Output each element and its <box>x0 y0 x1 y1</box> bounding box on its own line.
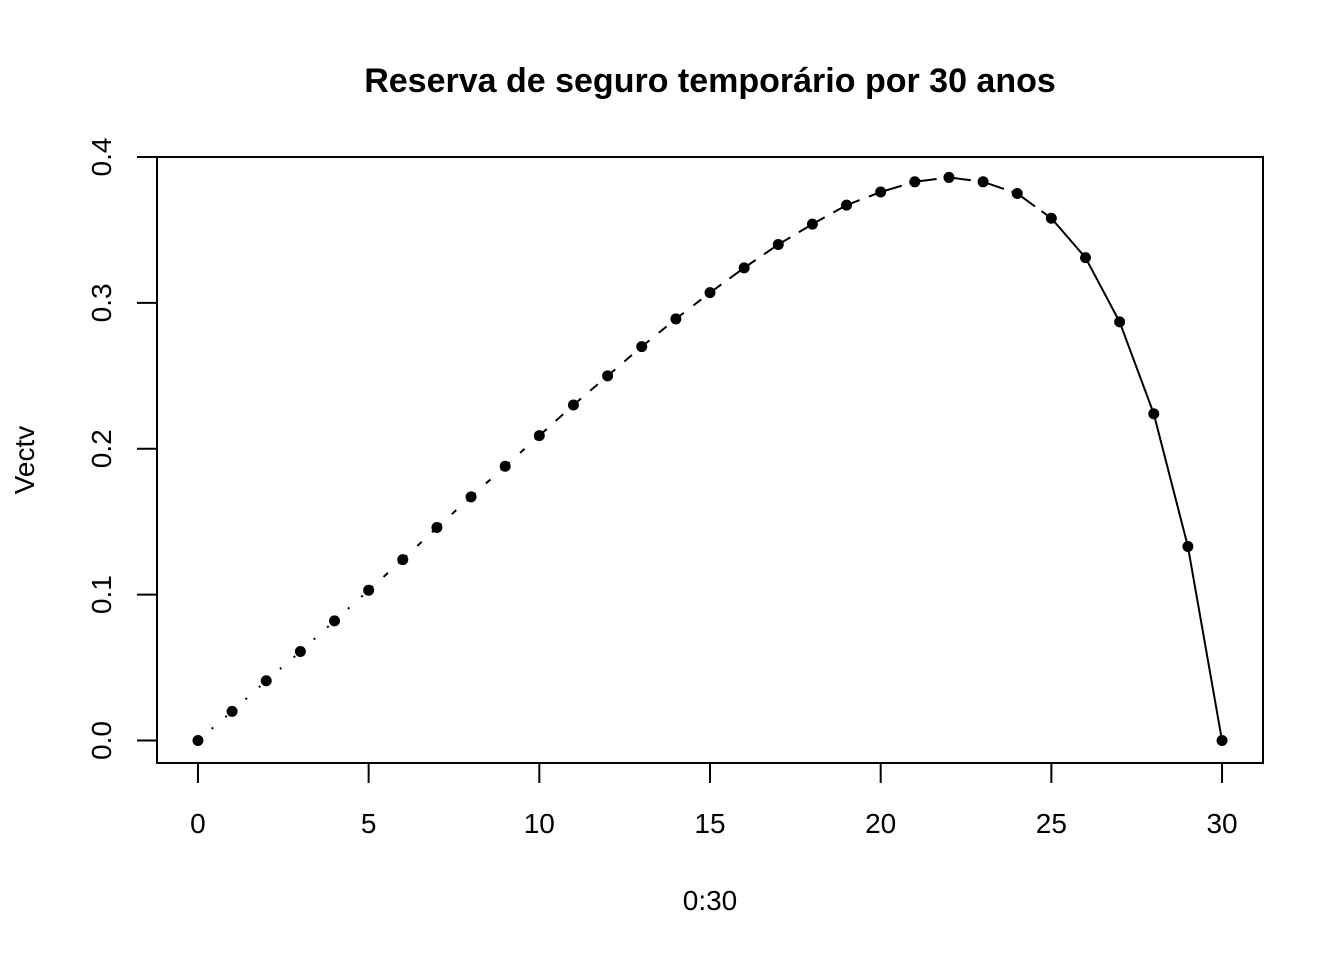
data-point <box>567 399 579 411</box>
data-point <box>533 430 545 442</box>
x-tick-label: 5 <box>361 808 377 839</box>
data-point <box>363 584 375 596</box>
x-tick-label: 10 <box>524 808 555 839</box>
series-line-segment <box>572 375 609 406</box>
line-layer <box>197 176 1224 742</box>
y-tick-label: 0.2 <box>86 429 117 468</box>
y-tick-label: 0.3 <box>86 283 117 322</box>
point-layer <box>192 171 1228 747</box>
data-point <box>260 675 272 687</box>
x-axis-label: 0:30 <box>683 885 738 916</box>
data-point <box>1011 187 1023 199</box>
series-line-segment <box>1186 546 1224 741</box>
data-point <box>875 186 887 198</box>
data-point <box>977 176 989 188</box>
data-point <box>226 705 238 717</box>
y-tick-label: 0.4 <box>86 138 117 177</box>
series-line-segment <box>641 318 677 348</box>
series-line-segment <box>880 180 916 193</box>
series-line-segment <box>504 434 540 468</box>
data-point <box>602 370 614 382</box>
data-point <box>1045 212 1057 224</box>
series-line-segment <box>777 223 813 246</box>
series-line-segment <box>538 404 575 437</box>
y-tick-label: 0.1 <box>86 575 117 614</box>
y-tick-label: 0.0 <box>86 721 117 760</box>
x-tick-label: 0 <box>190 808 206 839</box>
series-line-segment <box>1152 413 1189 547</box>
data-point <box>704 287 716 299</box>
data-point <box>1182 541 1194 553</box>
y-axis-label: Vectv <box>9 426 40 494</box>
data-point <box>499 460 511 472</box>
data-point <box>192 735 204 747</box>
plot-frame <box>156 156 1264 764</box>
data-point <box>465 491 477 503</box>
series-line-segment <box>470 465 506 498</box>
series-line-segment <box>367 558 404 592</box>
series-line-segment <box>743 243 779 269</box>
series-line-segment <box>333 589 370 622</box>
series-line-segment <box>265 650 302 682</box>
data-point <box>294 646 306 658</box>
y-axis: 0.0 0.1 0.2 0.3 0.4 <box>86 138 158 760</box>
x-tick-label: 30 <box>1206 808 1237 839</box>
data-point <box>738 262 750 274</box>
data-point <box>670 313 682 325</box>
data-point <box>1216 735 1228 747</box>
series-line-segment <box>982 180 1018 195</box>
x-axis: 0 5 10 15 20 25 30 <box>190 762 1238 839</box>
series-line-segment <box>914 176 950 183</box>
series-line-segment <box>709 267 745 294</box>
series-line-segment <box>197 710 233 742</box>
x-tick-label: 15 <box>694 808 725 839</box>
series-line-segment <box>811 204 848 225</box>
data-point <box>806 218 818 230</box>
series-line-segment <box>402 526 438 561</box>
series-line-segment <box>948 176 984 183</box>
series-line-segment <box>1084 257 1121 323</box>
series-line-segment <box>1118 321 1155 415</box>
series-line-segment <box>1016 192 1052 220</box>
data-point <box>909 176 921 188</box>
x-tick-label: 25 <box>1036 808 1067 839</box>
series-line-segment <box>436 496 472 529</box>
series-line-segment <box>231 679 267 713</box>
series-line-segment <box>846 191 882 207</box>
data-point <box>772 239 784 251</box>
data-point <box>329 615 341 627</box>
data-point <box>1114 316 1126 328</box>
data-point <box>397 554 409 566</box>
data-point <box>943 171 955 183</box>
series-line-segment <box>606 345 643 377</box>
series-line-segment <box>675 291 711 320</box>
data-point <box>1079 252 1091 264</box>
data-point <box>431 522 443 534</box>
series-line-segment <box>1050 217 1087 259</box>
data-point <box>636 341 648 353</box>
series-line-segment <box>299 620 336 653</box>
chart-title: Reserva de seguro temporário por 30 anos <box>364 62 1056 100</box>
data-point <box>841 199 853 211</box>
data-point <box>1148 408 1160 420</box>
x-tick-label: 20 <box>865 808 896 839</box>
